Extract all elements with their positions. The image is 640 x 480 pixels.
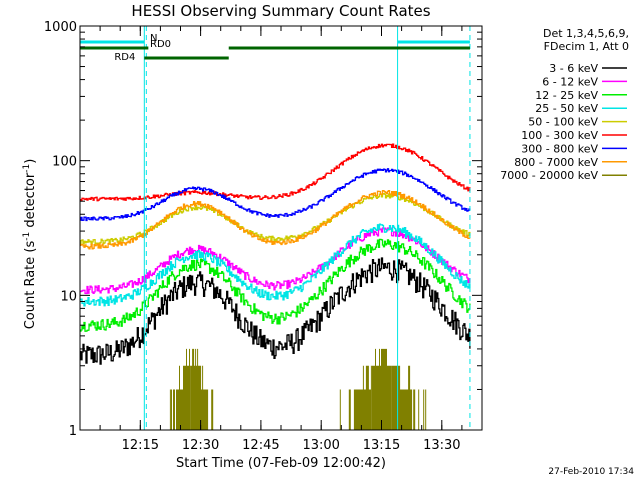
series-9-bars xyxy=(169,348,214,430)
y-tick-label-4: 1000 xyxy=(44,20,77,35)
series-2-line xyxy=(80,227,471,295)
series-3-line xyxy=(80,238,471,332)
series-4-line xyxy=(80,223,471,307)
x-tick-label-2: 12:30 xyxy=(182,438,219,453)
series-6-line xyxy=(80,143,471,202)
footer-timestamp: 27-Feb-2010 17:34 xyxy=(548,467,634,477)
legend-label-2: 6 - 12 keV xyxy=(542,75,598,88)
x-tick-label-5: 13:15 xyxy=(363,438,400,453)
x-axis-label: Start Time (07-Feb-09 12:00:42) xyxy=(176,456,386,471)
series-2 xyxy=(80,227,471,295)
series-1 xyxy=(80,257,471,365)
legend-label-4: 25 - 50 keV xyxy=(535,102,598,115)
y-tick-label-2: 10 xyxy=(60,289,77,304)
y-axis-label: Count Rate (s-1 detector-1) xyxy=(22,159,38,330)
x-tick-label-4: 13:00 xyxy=(302,438,339,453)
axes-layer: 1 10 100 1000 12:15 12:30 12:45 13:00 13:15 13:30 xyxy=(44,20,483,453)
chart-title: HESSI Observing Summary Count Rates xyxy=(131,2,430,20)
series-7 xyxy=(80,168,471,222)
x-tick-label-1: 12:15 xyxy=(122,438,159,453)
series-8-line xyxy=(80,189,471,250)
series-4 xyxy=(80,223,471,307)
legend-label-7: 300 - 800 keV xyxy=(521,142,598,155)
legend-label-9: 7000 - 20000 keV xyxy=(500,169,598,182)
series-layer xyxy=(80,143,471,430)
y-tick-label-3: 100 xyxy=(52,155,77,170)
flag-label-rd0: RD0 xyxy=(150,39,171,50)
flag-label-n: N xyxy=(150,33,157,44)
x-tick-label-6: 13:30 xyxy=(423,438,460,453)
legend-label-1: 3 - 6 keV xyxy=(549,62,598,75)
series-6 xyxy=(80,143,471,202)
series-9 xyxy=(169,348,427,430)
flag-n: N xyxy=(80,33,470,44)
legend-label-3: 12 - 25 keV xyxy=(535,89,598,102)
flag-label-rd4: RD4 xyxy=(114,52,135,63)
x-tick-label-3: 12:45 xyxy=(242,438,279,453)
legend: Det 1,3,4,5,6,9, FDecim 1, Att 0 3 - 6 k… xyxy=(500,27,629,182)
series-3 xyxy=(80,238,471,332)
legend-label-6: 100 - 300 keV xyxy=(521,129,598,142)
legend-label-5: 50 - 100 keV xyxy=(528,116,598,129)
legend-header-line1: Det 1,3,4,5,6,9, xyxy=(543,27,629,40)
plot-frame xyxy=(79,25,483,431)
y-tick-label-1: 1 xyxy=(69,424,77,439)
series-9-bars xyxy=(339,348,427,430)
flag-rd0: RD0 xyxy=(80,39,470,50)
series-1-line xyxy=(80,257,471,365)
flag-rd4: RD4 xyxy=(114,52,229,63)
series-7-line xyxy=(80,168,471,222)
legend-header-line2: FDecim 1, Att 0 xyxy=(544,40,629,53)
series-8 xyxy=(80,189,471,250)
legend-label-8: 800 - 7000 keV xyxy=(514,156,598,169)
